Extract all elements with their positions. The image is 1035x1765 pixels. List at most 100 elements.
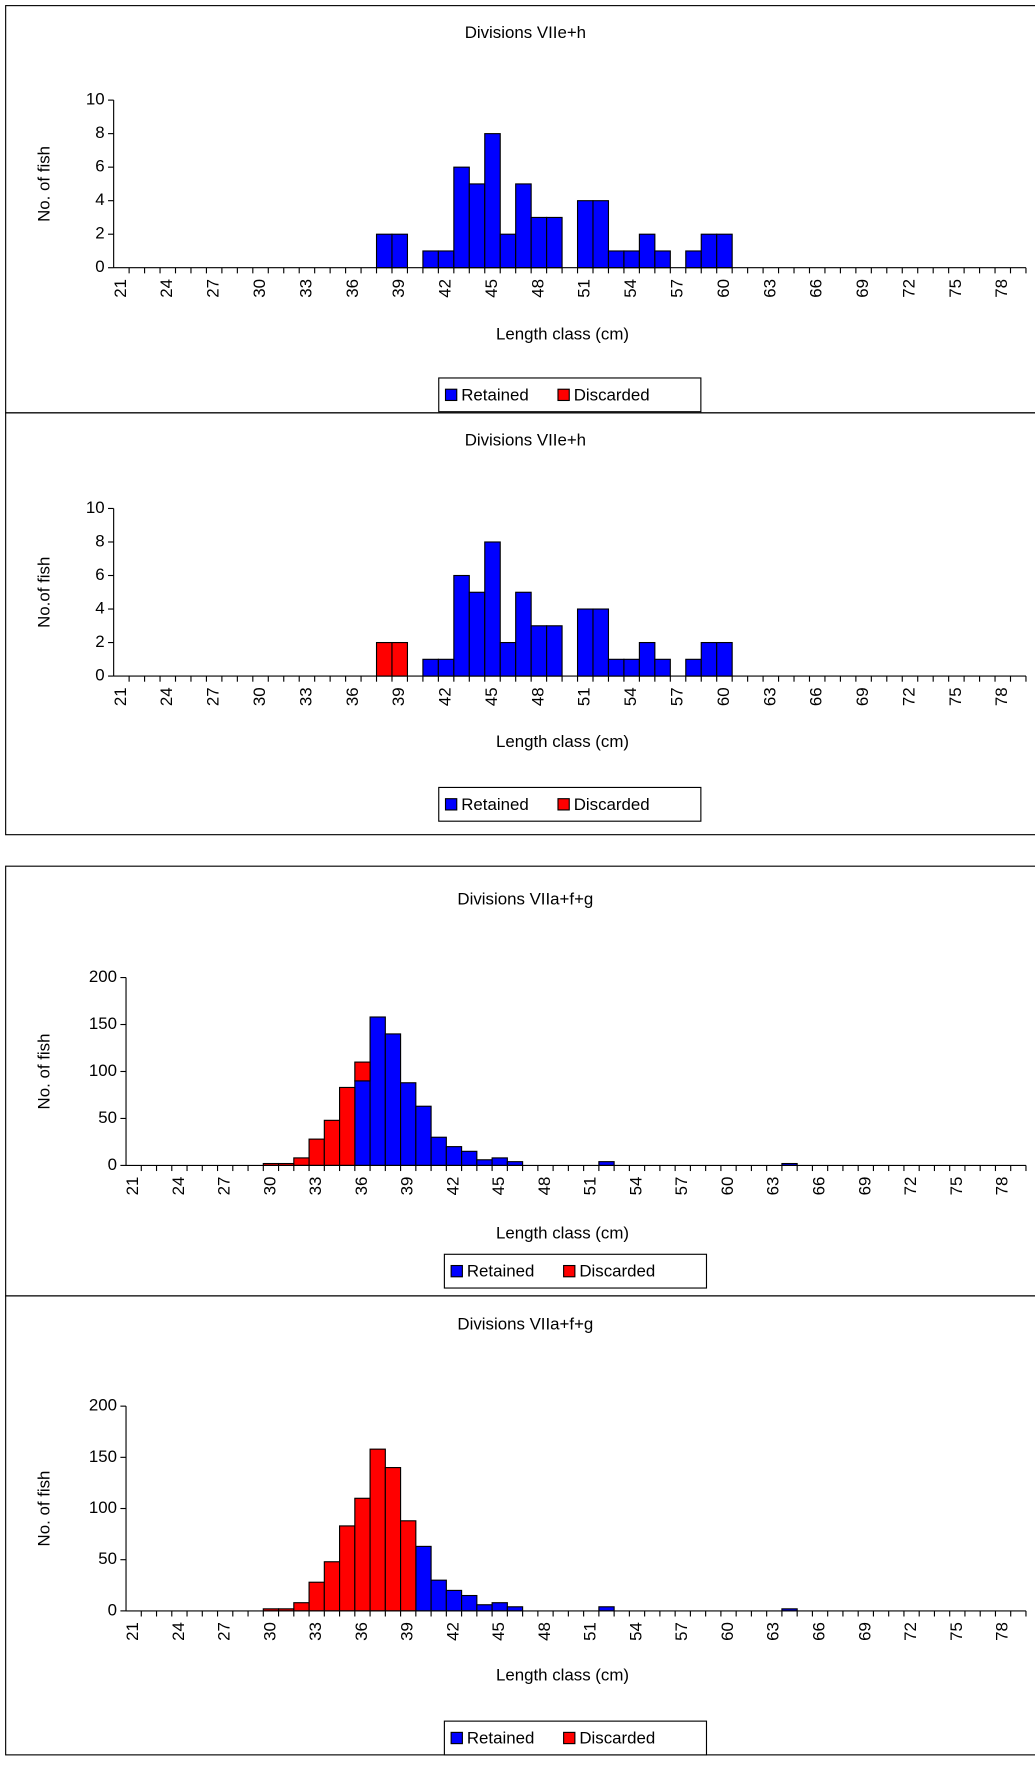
y-tick-label: 8 (95, 123, 104, 142)
y-tick-label: 6 (95, 157, 104, 176)
y-tick-label: 4 (95, 190, 104, 209)
x-tick-label: 57 (672, 1177, 691, 1196)
x-tick-label: 75 (947, 1177, 966, 1196)
legend-label: Discarded (574, 385, 650, 404)
bar (369, 1448, 386, 1612)
x-tick-label: 60 (714, 279, 733, 298)
x-tick-label: 21 (111, 279, 130, 298)
x-tick-label: 39 (389, 687, 408, 706)
x-tick-label: 42 (443, 1622, 462, 1641)
x-tick-label: 75 (947, 1622, 966, 1641)
x-tick-label: 48 (535, 1622, 554, 1641)
x-tick-label: 78 (993, 1622, 1012, 1641)
legend-swatch (563, 1264, 576, 1278)
legend-label: Discarded (579, 1729, 655, 1748)
y-tick-label: 10 (86, 498, 105, 517)
y-tick-label: 150 (89, 1014, 117, 1033)
y-tick-label: 0 (95, 257, 104, 276)
x-tick-label: 21 (123, 1177, 142, 1196)
bar (638, 233, 656, 269)
bar (354, 1080, 371, 1166)
y-tick-label: 50 (98, 1108, 117, 1127)
chart-title: Divisions VIIa+f+g (457, 889, 593, 908)
bar (476, 1159, 493, 1166)
bar (499, 233, 517, 269)
x-tick-label: 51 (575, 279, 594, 298)
bar (422, 658, 439, 677)
bar (293, 1602, 310, 1612)
bar (700, 233, 718, 269)
x-tick-label: 24 (169, 1622, 188, 1641)
y-tick-label: 200 (89, 967, 117, 986)
bar (391, 233, 409, 269)
legend-swatch (444, 388, 458, 402)
y-tick-label: 10 (86, 90, 105, 109)
bar (685, 658, 702, 677)
bar (391, 641, 409, 677)
bar (476, 1604, 493, 1612)
x-axis-label: Length class (cm) (496, 325, 629, 344)
y-axis-label: No. of fish (34, 146, 53, 222)
y-tick-label: 8 (95, 531, 104, 550)
bar (375, 641, 393, 677)
bar (716, 641, 733, 677)
legend-label: Retained (461, 385, 528, 404)
x-tick-label: 72 (899, 687, 918, 706)
chart-frame (5, 412, 1035, 836)
x-tick-label: 66 (807, 687, 826, 706)
x-tick-label: 78 (992, 279, 1011, 298)
bar (700, 641, 718, 677)
x-tick-label: 30 (250, 279, 269, 298)
bar (445, 1146, 463, 1166)
y-tick-label: 6 (95, 565, 104, 584)
bar (468, 591, 486, 677)
x-tick-label: 51 (581, 1177, 600, 1196)
x-tick-label: 45 (489, 1622, 508, 1641)
bar (375, 233, 393, 269)
x-tick-label: 63 (764, 1622, 783, 1641)
bar (607, 250, 625, 269)
x-tick-label: 24 (169, 1177, 188, 1196)
legend-label: Retained (461, 795, 528, 814)
chart-title: Divisions VIIa+f+g (457, 1315, 593, 1334)
x-tick-label: 39 (398, 1177, 417, 1196)
x-tick-label: 57 (668, 687, 687, 706)
bar (415, 1545, 432, 1612)
bar (453, 574, 470, 677)
x-tick-label: 39 (389, 279, 408, 298)
bar (592, 608, 610, 677)
bar (400, 1520, 417, 1612)
legend-label: Retained (467, 1729, 534, 1748)
x-tick-label: 72 (899, 279, 918, 298)
bar (546, 625, 563, 677)
bar (400, 1082, 417, 1166)
x-tick-label: 72 (901, 1622, 920, 1641)
x-tick-label: 54 (626, 1622, 645, 1641)
bar (293, 1157, 310, 1166)
bar (506, 1161, 524, 1166)
y-tick-label: 150 (89, 1447, 117, 1466)
x-tick-label: 30 (260, 1177, 279, 1196)
x-tick-label: 33 (296, 687, 315, 706)
bar (623, 658, 640, 677)
x-tick-label: 24 (157, 687, 176, 706)
bar (530, 625, 548, 677)
x-tick-label: 60 (718, 1622, 737, 1641)
bar (422, 250, 439, 269)
bar (638, 641, 656, 677)
bar (323, 1119, 341, 1166)
x-tick-label: 24 (157, 279, 176, 298)
x-tick-label: 66 (807, 279, 826, 298)
bar (576, 608, 594, 677)
y-tick-label: 4 (95, 598, 104, 617)
bar (491, 1602, 508, 1612)
bar (430, 1579, 447, 1612)
bar (576, 200, 594, 269)
x-tick-label: 51 (575, 687, 594, 706)
bar (415, 1105, 432, 1166)
x-tick-label: 39 (398, 1622, 417, 1641)
x-tick-label: 78 (993, 1177, 1012, 1196)
x-tick-label: 27 (215, 1177, 234, 1196)
